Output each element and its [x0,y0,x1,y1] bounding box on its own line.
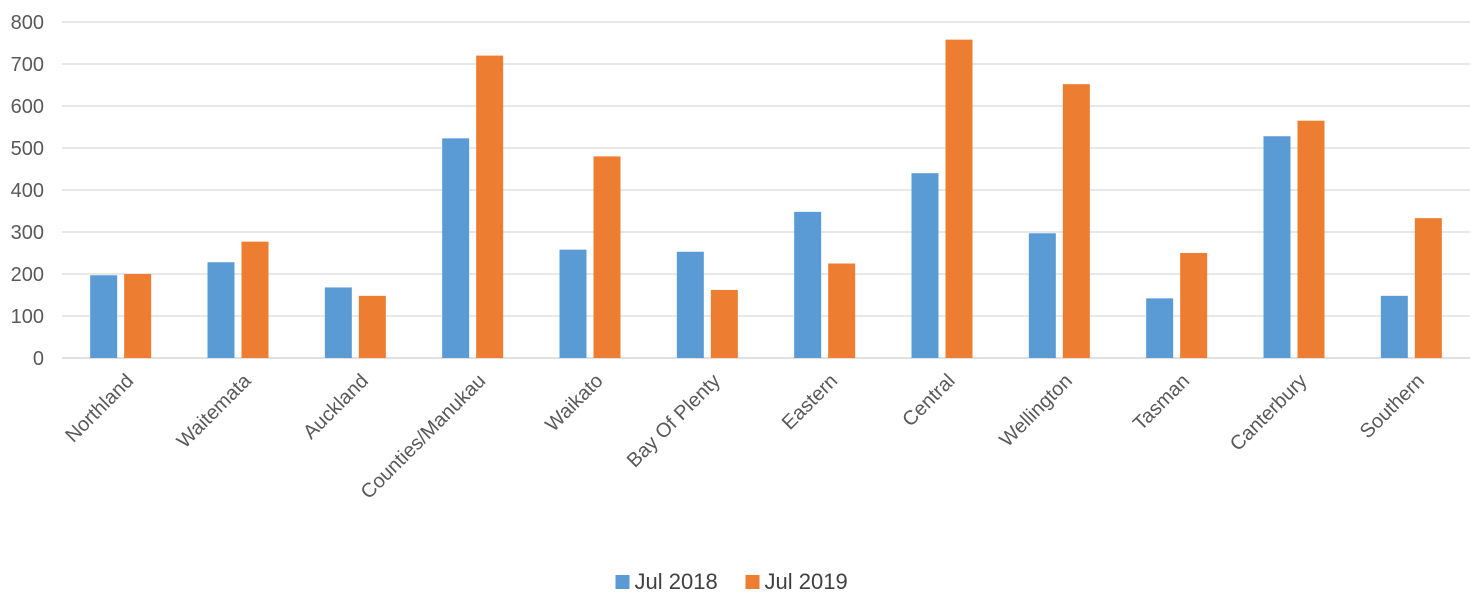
y-tick-label: 300 [11,222,44,244]
bar-wellington-jul-2018 [1028,233,1056,358]
legend-label: Jul 2019 [765,569,848,594]
bar-canterbury-jul-2018 [1263,136,1291,358]
bars [90,39,1442,358]
y-tick-label: 0 [33,348,44,370]
bar-tasman-jul-2018 [1146,298,1174,358]
bar-northland-jul-2019 [124,274,152,358]
legend: Jul 2018 Jul 2019 [615,569,848,594]
bar-bay-of-plenty-jul-2018 [676,251,704,358]
bar-bay-of-plenty-jul-2019 [710,289,738,358]
bar-central-jul-2019 [945,39,973,358]
bar-northland-jul-2018 [90,275,118,358]
x-tick-label: Southern [1356,370,1429,443]
x-tick-label: Eastern [778,370,842,434]
y-tick-label: 600 [11,96,44,118]
legend-label: Jul 2018 [635,569,718,594]
x-tick-label: Waikato [541,370,607,436]
bar-auckland-jul-2018 [324,287,352,358]
y-tick-label: 500 [11,138,44,160]
bar-waikato-jul-2018 [559,249,587,358]
bar-southern-jul-2018 [1380,295,1408,358]
bar-eastern-jul-2019 [828,263,856,358]
bar-waikato-jul-2019 [593,156,621,358]
legend-swatch-jul-2019 [745,575,760,589]
y-tick-label: 800 [11,12,44,34]
bar-wellington-jul-2019 [1062,84,1090,358]
x-tick-label: Canterbury [1226,370,1312,456]
x-tick-label: Wellington [996,370,1077,451]
y-tick-label: 200 [11,264,44,286]
bar-counties-manukau-jul-2019 [476,55,504,358]
bar-central-jul-2018 [911,173,939,358]
x-tick-label: Auckland [299,370,373,444]
y-tick-label: 400 [11,180,44,202]
bar-canterbury-jul-2019 [1297,120,1325,358]
bar-auckland-jul-2019 [358,295,386,358]
x-tick-label: Northland [61,370,138,447]
bar-waitemata-jul-2019 [241,241,269,358]
legend-swatch-jul-2018 [615,575,630,589]
bar-southern-jul-2019 [1414,218,1442,358]
bar-waitemata-jul-2018 [207,262,235,358]
gridlines [62,21,1470,359]
x-axis-ticks: Northland Waitemata AucklandCounties/Manuk… [61,369,1429,503]
bar-tasman-jul-2019 [1180,253,1208,358]
y-axis-ticks: 0 100 200 300 400 500 600 700 800 [11,12,44,370]
bar-counties-manukau-jul-2018 [442,138,470,358]
x-tick-label: Central [898,370,959,431]
x-tick-label: Waitemata [173,369,256,452]
x-tick-label: Tasman [1129,370,1194,435]
bar-eastern-jul-2018 [794,211,822,358]
y-tick-label: 100 [11,306,44,328]
y-tick-label: 700 [11,54,44,76]
x-tick-label: Bay Of Plenty [623,370,725,472]
x-tick-label: Counties/Manukau [357,370,490,503]
